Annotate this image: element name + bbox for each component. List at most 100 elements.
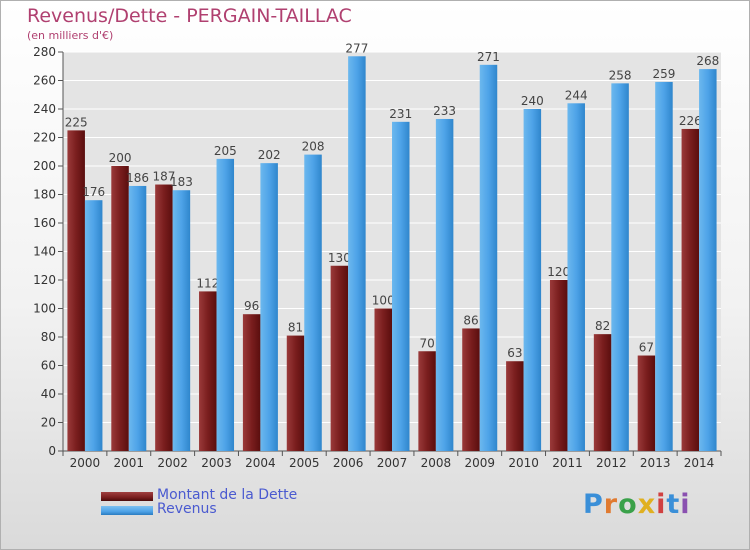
data-label-revenue: 240 <box>521 94 544 108</box>
bar-revenue <box>84 200 103 451</box>
bar-revenue <box>216 158 235 451</box>
data-label-revenue: 233 <box>433 104 456 118</box>
data-label-revenue: 202 <box>258 148 281 162</box>
data-label-revenue: 277 <box>345 41 368 55</box>
data-label-debt: 81 <box>288 321 303 335</box>
x-tick-label: 2006 <box>333 456 364 470</box>
data-label-debt: 67 <box>639 341 654 355</box>
x-tick-label: 2007 <box>377 456 408 470</box>
bar-revenue <box>435 118 454 451</box>
logo-letter: o <box>618 489 638 520</box>
bar-debt <box>637 355 656 451</box>
bar-debt <box>374 308 392 451</box>
data-label-revenue: 244 <box>565 88 588 102</box>
bar-debt <box>593 334 612 451</box>
data-label-debt: 100 <box>372 294 395 308</box>
legend-swatch-debt <box>101 492 153 501</box>
x-tick-label: 2012 <box>596 456 627 470</box>
logo-letter: i <box>656 489 667 520</box>
x-tick-label: 2003 <box>201 456 232 470</box>
logo-letter: r <box>603 489 619 520</box>
legend-label-debt: Montant de la Dette <box>157 487 298 503</box>
bar-debt <box>549 280 568 451</box>
x-tick-label: 2009 <box>464 456 495 470</box>
data-label-debt: 130 <box>328 251 351 265</box>
y-tick-label: 240 <box>33 102 56 116</box>
data-label-revenue: 176 <box>82 185 105 199</box>
y-tick-label: 80 <box>41 330 56 344</box>
y-tick-label: 120 <box>33 273 56 287</box>
x-tick-label: 2014 <box>684 456 715 470</box>
data-label-revenue: 186 <box>126 171 149 185</box>
y-tick-label: 200 <box>33 159 56 173</box>
bar-revenue <box>567 103 585 452</box>
data-label-debt: 70 <box>419 336 434 350</box>
data-label-revenue: 205 <box>214 144 237 158</box>
bar-revenue <box>348 56 366 452</box>
bar-revenue <box>611 83 629 451</box>
bar-revenue <box>479 64 498 451</box>
bar-debt <box>242 314 261 451</box>
bar-revenue <box>260 163 278 451</box>
bar-debt <box>111 166 129 451</box>
data-label-debt: 82 <box>595 319 610 333</box>
chart-subtitle: (en milliers d'€) <box>27 29 114 42</box>
x-tick-label: 2004 <box>245 456 276 470</box>
logo-letter: x <box>637 489 657 520</box>
data-label-debt: 63 <box>507 346 522 360</box>
y-tick-label: 40 <box>41 387 56 401</box>
chart-title: Revenus/Dette - PERGAIN-TAILLAC <box>27 5 352 27</box>
legend-label-revenue: Revenus <box>157 501 217 517</box>
x-tick-label: 2002 <box>157 456 188 470</box>
bar-debt <box>286 335 305 451</box>
data-label-debt: 96 <box>244 299 259 313</box>
data-label-debt: 187 <box>152 170 175 184</box>
y-tick-label: 140 <box>33 245 56 259</box>
bar-debt <box>199 291 217 451</box>
data-label-debt: 225 <box>65 115 88 129</box>
logo-letter: t <box>666 489 681 520</box>
y-tick-label: 20 <box>41 416 56 430</box>
bar-revenue <box>392 121 410 451</box>
data-label-debt: 86 <box>463 313 478 327</box>
data-label-revenue: 231 <box>389 107 412 121</box>
bar-debt <box>330 265 349 451</box>
y-tick-label: 160 <box>33 216 56 230</box>
y-tick-label: 260 <box>33 74 56 88</box>
x-tick-label: 2010 <box>508 456 539 470</box>
proxiti-logo: Proxiti <box>583 489 691 520</box>
logo-letter: i <box>680 489 691 520</box>
y-tick-label: 180 <box>33 188 56 202</box>
data-label-debt: 226 <box>679 114 702 128</box>
x-tick-label: 2011 <box>552 456 583 470</box>
logo-letter: P <box>583 489 604 520</box>
bar-debt <box>418 351 436 451</box>
x-tick-label: 2008 <box>421 456 452 470</box>
legend-swatch-revenue <box>101 506 153 515</box>
y-tick-label: 0 <box>48 444 56 458</box>
bar-debt <box>155 184 173 451</box>
x-tick-label: 2013 <box>640 456 671 470</box>
data-label-revenue: 258 <box>609 68 632 82</box>
data-label-debt: 120 <box>547 265 570 279</box>
bar-debt <box>67 130 85 451</box>
data-label-revenue: 183 <box>170 175 193 189</box>
data-label-revenue: 208 <box>302 140 325 154</box>
bar-debt <box>681 128 700 451</box>
x-tick-label: 2001 <box>114 456 145 470</box>
bar-revenue <box>523 109 542 451</box>
bar-revenue <box>304 154 322 451</box>
y-tick-label: 220 <box>33 131 56 145</box>
x-tick-label: 2000 <box>70 456 101 470</box>
y-tick-label: 100 <box>33 302 56 316</box>
y-tick-label: 280 <box>33 45 56 59</box>
bar-revenue <box>699 69 717 451</box>
bar-revenue <box>128 185 147 451</box>
bar-debt <box>462 328 480 451</box>
y-tick-label: 60 <box>41 359 56 373</box>
data-label-revenue: 268 <box>696 54 719 68</box>
bar-debt <box>506 361 524 451</box>
data-label-debt: 112 <box>196 276 219 290</box>
